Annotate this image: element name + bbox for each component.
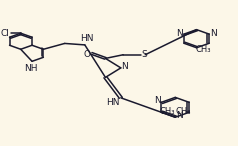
Text: CH₃: CH₃ [159, 107, 175, 116]
Text: S: S [142, 49, 147, 59]
Text: N: N [210, 29, 217, 38]
Text: CH₃: CH₃ [176, 107, 191, 116]
Text: O: O [84, 49, 90, 59]
Text: N: N [121, 62, 128, 71]
Text: Cl: Cl [1, 29, 10, 38]
Text: NH: NH [24, 64, 38, 73]
Text: CH₃: CH₃ [196, 45, 211, 54]
Text: HN: HN [80, 34, 94, 43]
Text: HN: HN [106, 98, 119, 107]
Text: N: N [176, 29, 183, 38]
Text: N: N [154, 96, 160, 105]
Text: N: N [176, 111, 183, 120]
